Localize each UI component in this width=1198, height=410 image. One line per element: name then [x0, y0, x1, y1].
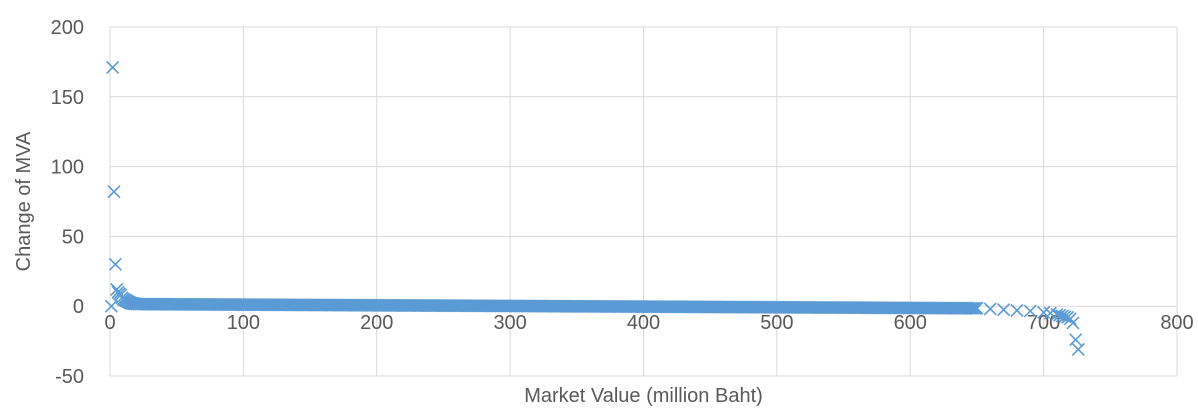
y-tick-label: -50 — [55, 366, 84, 388]
data-point — [110, 282, 124, 297]
data-point — [1010, 303, 1024, 317]
y-tick-label: 150 — [51, 87, 84, 109]
data-point — [964, 301, 978, 315]
data-point — [106, 60, 120, 75]
x-tick-label: 500 — [760, 312, 793, 334]
data-point — [1023, 304, 1037, 318]
x-tick-labels: 0 100 200 300 400 500 600 700 800 — [104, 312, 1193, 334]
y-tick-label: 50 — [62, 226, 84, 248]
grid — [109, 26, 1178, 377]
data-point — [128, 297, 142, 311]
data-point — [1050, 308, 1064, 322]
data-point — [968, 301, 982, 315]
y-axis-title: Change of MVA — [13, 131, 35, 271]
x-tick-label: 100 — [227, 312, 260, 334]
data-point — [1055, 309, 1069, 323]
data-points — [104, 60, 1085, 357]
x-tick-label: 600 — [894, 312, 927, 334]
x-tick-label: 300 — [493, 312, 526, 334]
x-axis-title: Market Value (million Baht) — [524, 385, 763, 407]
data-point — [130, 297, 144, 311]
data-point — [966, 301, 980, 315]
data-point — [983, 302, 997, 316]
data-point — [107, 185, 121, 199]
data-point — [997, 303, 1011, 317]
data-point — [104, 299, 118, 313]
x-tick-label: 400 — [627, 312, 660, 334]
y-tick-labels: -50 0 50 100 150 200 — [51, 17, 84, 388]
data-point — [970, 301, 984, 315]
x-tick-label: 700 — [1027, 312, 1060, 334]
data-point — [108, 257, 122, 271]
data-point — [1063, 312, 1077, 326]
data-point — [1066, 316, 1080, 330]
y-tick-label: 100 — [51, 157, 84, 179]
x-tick-label: 200 — [360, 312, 393, 334]
y-tick-label: 0 — [73, 296, 84, 318]
y-tick-label: 200 — [51, 17, 84, 39]
data-point — [1053, 308, 1067, 322]
data-point — [1069, 333, 1083, 347]
x-tick-label: 0 — [104, 312, 115, 334]
data-point — [1071, 342, 1085, 357]
x-tick-label: 800 — [1160, 312, 1193, 334]
